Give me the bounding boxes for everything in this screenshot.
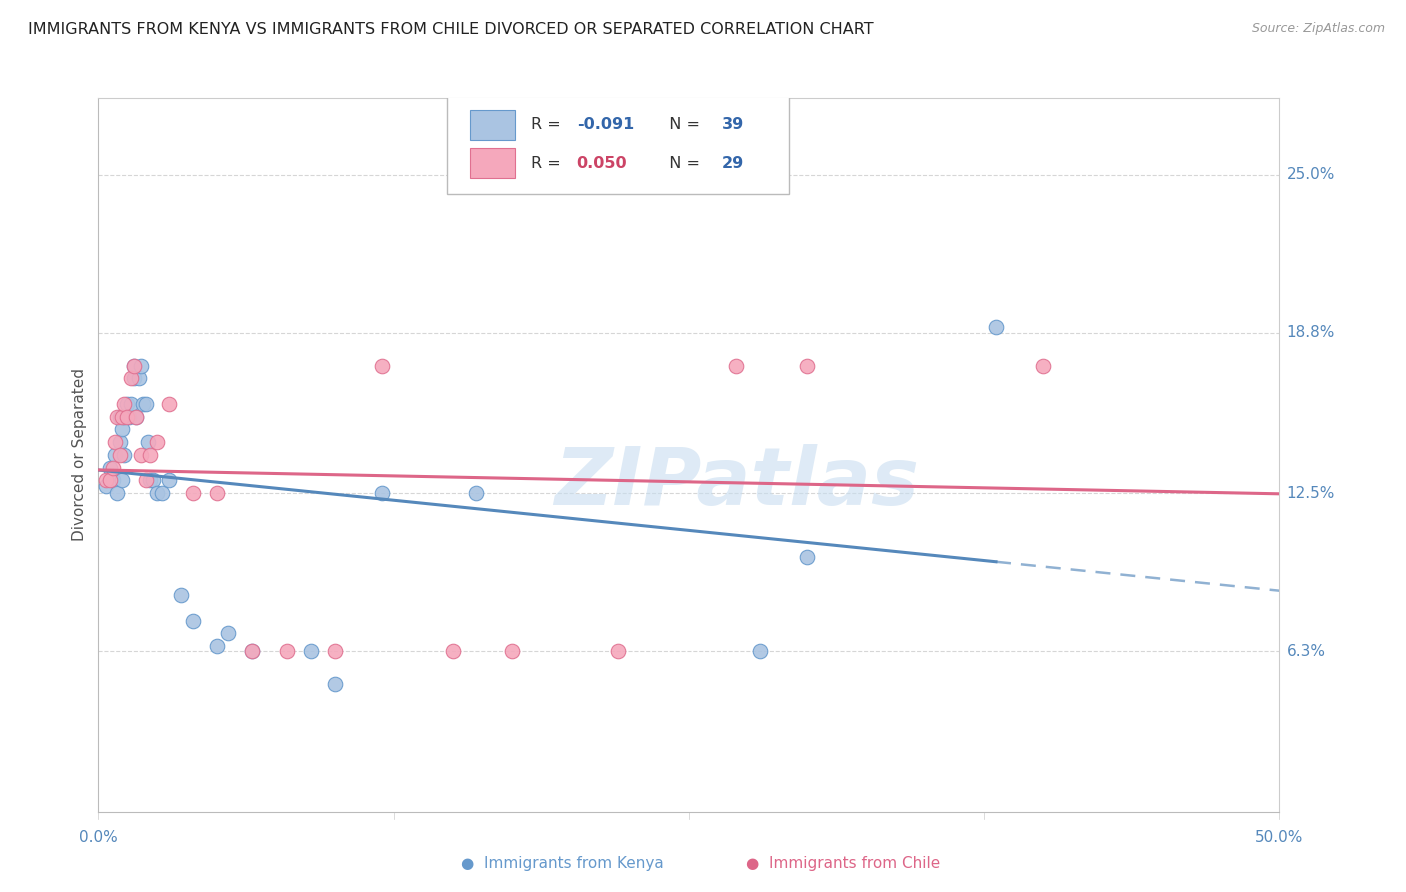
Point — [748, 644, 770, 658]
Point — [108, 435, 131, 450]
Point — [129, 448, 152, 462]
Point — [122, 359, 145, 373]
Text: ●  Immigrants from Kenya: ● Immigrants from Kenya — [461, 856, 664, 871]
Point — [118, 409, 141, 424]
Text: R =: R = — [530, 155, 565, 170]
Point — [129, 359, 152, 373]
Point — [323, 644, 346, 658]
Point — [111, 409, 134, 424]
Point — [111, 474, 134, 488]
Text: 6.3%: 6.3% — [1286, 644, 1326, 658]
Point — [132, 397, 155, 411]
Point — [150, 486, 173, 500]
Text: 29: 29 — [723, 155, 744, 170]
Point — [501, 644, 523, 658]
Point — [371, 486, 394, 500]
Point — [205, 486, 228, 500]
Point — [157, 397, 180, 411]
Point — [607, 644, 630, 658]
Point — [984, 320, 1007, 334]
Text: 25.0%: 25.0% — [1286, 167, 1334, 182]
Point — [112, 409, 135, 424]
Point — [796, 549, 818, 564]
Text: 0.050: 0.050 — [576, 155, 627, 170]
Text: R =: R = — [530, 117, 565, 132]
Point — [441, 644, 464, 658]
Point — [142, 474, 165, 488]
Point — [136, 435, 159, 450]
Point — [240, 644, 263, 658]
Point — [796, 359, 818, 373]
Text: N =: N = — [659, 155, 706, 170]
Point — [276, 644, 298, 658]
FancyBboxPatch shape — [447, 95, 789, 194]
Point — [108, 448, 131, 462]
Point — [98, 474, 121, 488]
Point — [112, 397, 135, 411]
Point — [105, 409, 128, 424]
Text: ZIPatlas: ZIPatlas — [554, 444, 918, 523]
Point — [139, 448, 162, 462]
Text: 18.8%: 18.8% — [1286, 325, 1334, 340]
FancyBboxPatch shape — [471, 110, 516, 139]
Text: IMMIGRANTS FROM KENYA VS IMMIGRANTS FROM CHILE DIVORCED OR SEPARATED CORRELATION: IMMIGRANTS FROM KENYA VS IMMIGRANTS FROM… — [28, 22, 873, 37]
Point — [122, 359, 145, 373]
Point — [101, 474, 124, 488]
Y-axis label: Divorced or Separated: Divorced or Separated — [72, 368, 87, 541]
Point — [111, 422, 134, 436]
Point — [104, 435, 127, 450]
Text: -0.091: -0.091 — [576, 117, 634, 132]
Point — [108, 409, 131, 424]
Point — [94, 474, 117, 488]
Point — [98, 460, 121, 475]
Point — [170, 588, 193, 602]
Point — [146, 435, 169, 450]
Text: 12.5%: 12.5% — [1286, 485, 1334, 500]
Point — [323, 677, 346, 691]
Point — [94, 478, 117, 492]
Point — [240, 644, 263, 658]
Point — [125, 409, 148, 424]
Text: N =: N = — [659, 117, 706, 132]
Point — [104, 448, 127, 462]
Point — [139, 474, 162, 488]
Point — [205, 639, 228, 653]
Text: Source: ZipAtlas.com: Source: ZipAtlas.com — [1251, 22, 1385, 36]
Point — [101, 460, 124, 475]
Point — [115, 409, 138, 424]
Text: 39: 39 — [723, 117, 744, 132]
Point — [105, 486, 128, 500]
FancyBboxPatch shape — [471, 148, 516, 178]
Point — [128, 371, 150, 385]
Point — [725, 359, 748, 373]
Point — [125, 409, 148, 424]
Point — [121, 371, 143, 385]
Point — [299, 644, 322, 658]
Point — [112, 448, 135, 462]
Point — [115, 397, 138, 411]
Point — [157, 474, 180, 488]
Point — [135, 397, 157, 411]
Point — [1032, 359, 1054, 373]
Point — [465, 486, 488, 500]
Point — [181, 486, 204, 500]
Point — [146, 486, 169, 500]
Text: ●  Immigrants from Chile: ● Immigrants from Chile — [747, 856, 941, 871]
Point — [217, 626, 239, 640]
Text: 0.0%: 0.0% — [79, 830, 118, 845]
Text: 50.0%: 50.0% — [1256, 830, 1303, 845]
Point — [135, 474, 157, 488]
Point — [371, 359, 394, 373]
Point — [122, 371, 145, 385]
Point — [121, 397, 143, 411]
Point — [181, 614, 204, 628]
